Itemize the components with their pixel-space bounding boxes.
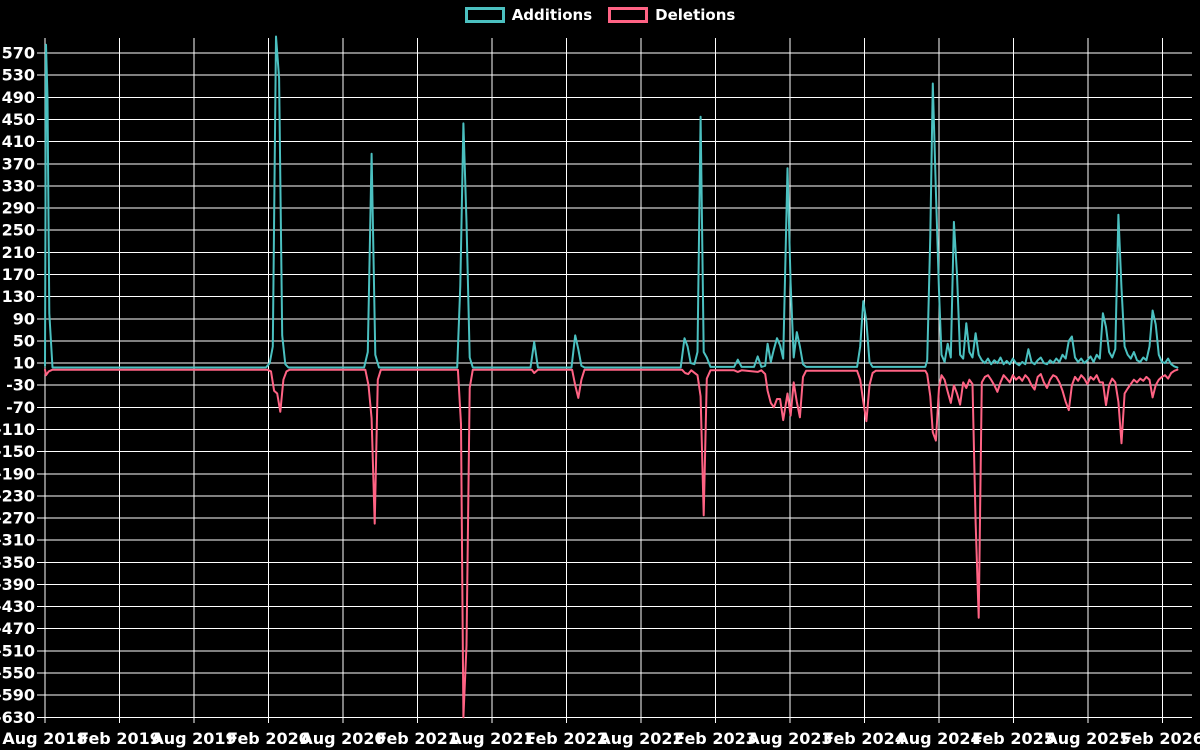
x-tick-label: Aug 2024 [896,729,981,748]
y-tick-label: 250 [2,221,35,240]
x-tick-label: Aug 2023 [747,729,832,748]
y-tick-label: 290 [2,199,35,218]
y-tick-label: -110 [0,420,35,439]
y-tick-label: -590 [0,686,35,705]
y-tick-label: -470 [0,619,35,638]
y-tick-label: -310 [0,531,35,550]
deletions-legend-swatch [608,7,649,23]
y-tick-label: -30 [6,376,35,395]
x-tick-label: Feb 2026 [1121,729,1200,748]
additions-legend-label: Additions [511,5,593,24]
y-tick-label: -630 [0,708,35,727]
y-tick-label: 410 [2,132,35,151]
x-tick-label: Feb 2023 [674,729,757,748]
y-tick-label: 210 [2,243,35,262]
y-tick-label: 90 [13,309,35,328]
y-tick-label: 10 [13,354,35,373]
y-tick-label: 170 [2,265,35,284]
x-tick-label: Feb 2024 [823,729,906,748]
additions-line [44,35,1179,369]
x-tick-label: Aug 2020 [300,729,385,748]
y-tick-label: 330 [2,176,35,195]
y-tick-label: 570 [2,44,35,63]
y-tick-label: -430 [0,597,35,616]
x-tick-label: Aug 2019 [151,729,236,748]
x-tick-label: Feb 2020 [227,729,310,748]
legend-item-additions[interactable]: Additions [464,5,593,24]
y-tick-label: -390 [0,575,35,594]
y-tick-label: -190 [0,464,35,483]
x-tick-label: Aug 2025 [1045,729,1130,748]
deletions-legend-label: Deletions [655,5,736,24]
deletions-line [44,368,1179,719]
y-tick-label: 530 [2,66,35,85]
y-tick-label: 490 [2,88,35,107]
y-tick-label: -550 [0,664,35,683]
x-tick-label: Feb 2022 [525,729,608,748]
x-tick-label: Feb 2021 [376,729,459,748]
y-tick-label: -270 [0,509,35,528]
y-tick-label: 130 [2,287,35,306]
y-tick-label: 50 [13,331,35,350]
x-tick-label: Feb 2019 [78,729,161,748]
y-tick-label: -230 [0,486,35,505]
x-tick-label: Aug 2022 [598,729,683,748]
y-tick-label: -150 [0,442,35,461]
y-tick-label: 370 [2,154,35,173]
chart-legend: Additions Deletions [0,7,1200,23]
y-tick-label: -510 [0,641,35,660]
x-tick-label: Feb 2025 [972,729,1055,748]
y-tick-label: -350 [0,553,35,572]
additions-legend-swatch [464,7,505,23]
y-tick-label: 450 [2,110,35,129]
y-tick-label: -70 [6,398,35,417]
x-tick-label: Aug 2021 [449,729,534,748]
legend-item-deletions[interactable]: Deletions [608,7,735,23]
x-tick-label: Aug 2018 [2,729,87,748]
